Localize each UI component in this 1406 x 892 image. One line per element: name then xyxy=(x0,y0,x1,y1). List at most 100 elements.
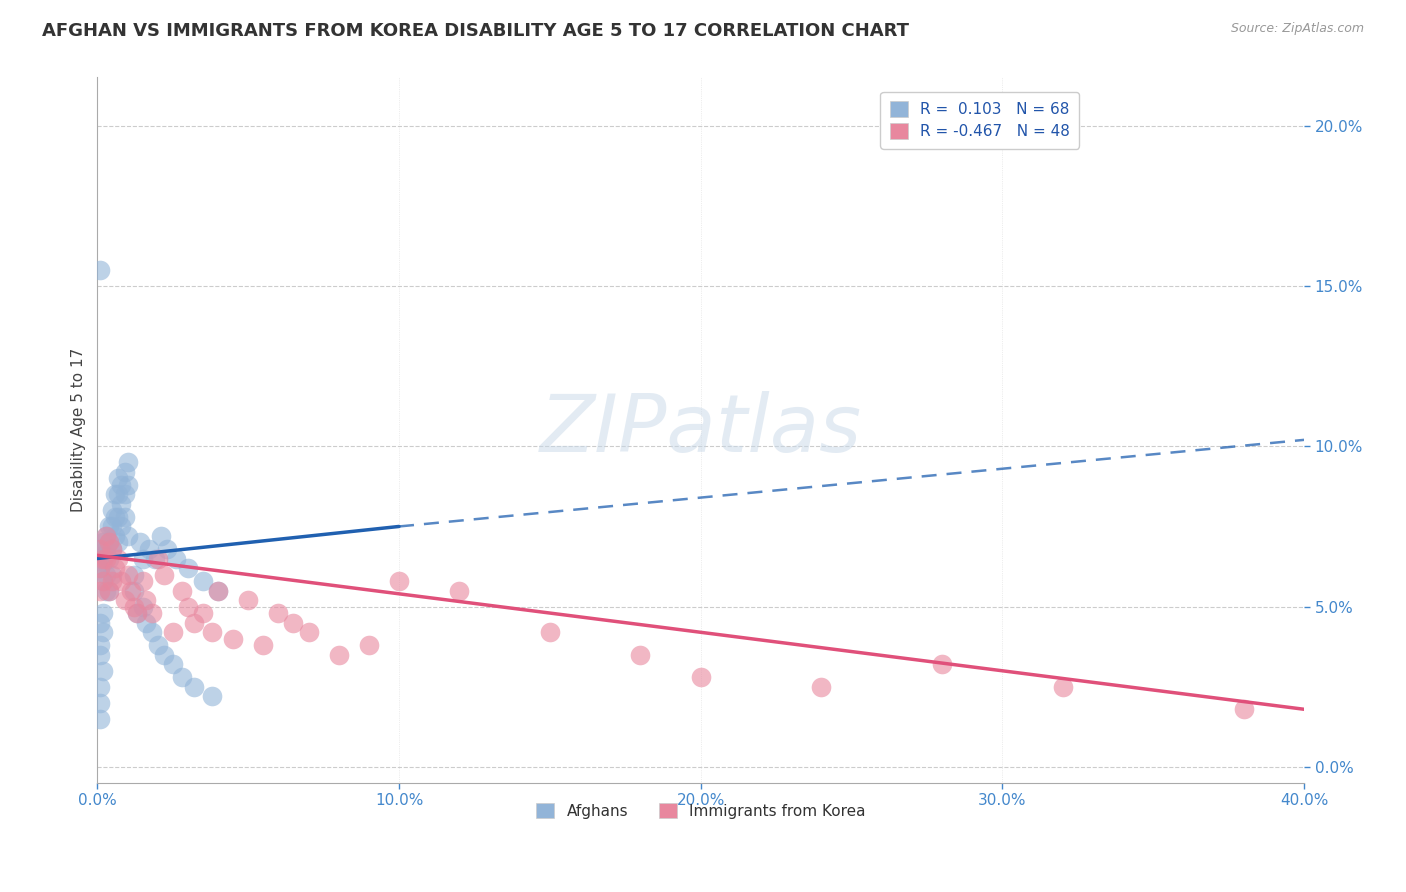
Point xyxy=(131,574,153,588)
Point xyxy=(122,567,145,582)
Point xyxy=(114,509,136,524)
Point xyxy=(149,529,172,543)
Point xyxy=(1233,702,1256,716)
Point xyxy=(107,471,129,485)
Point xyxy=(117,455,139,469)
Point xyxy=(120,583,142,598)
Point xyxy=(89,263,111,277)
Point xyxy=(89,583,111,598)
Text: AFGHAN VS IMMIGRANTS FROM KOREA DISABILITY AGE 5 TO 17 CORRELATION CHART: AFGHAN VS IMMIGRANTS FROM KOREA DISABILI… xyxy=(42,22,910,40)
Point xyxy=(89,696,111,710)
Point xyxy=(89,680,111,694)
Point xyxy=(98,551,121,566)
Point xyxy=(162,625,184,640)
Point xyxy=(156,541,179,556)
Point xyxy=(122,583,145,598)
Point xyxy=(357,638,380,652)
Point xyxy=(207,583,229,598)
Point xyxy=(1052,680,1074,694)
Point xyxy=(93,664,115,678)
Point xyxy=(128,535,150,549)
Point xyxy=(125,606,148,620)
Point xyxy=(238,593,260,607)
Point xyxy=(183,615,205,630)
Point xyxy=(191,606,214,620)
Point xyxy=(267,606,290,620)
Point xyxy=(122,599,145,614)
Point xyxy=(538,625,561,640)
Point xyxy=(146,551,169,566)
Point xyxy=(283,615,305,630)
Point xyxy=(107,551,129,566)
Point xyxy=(117,529,139,543)
Point xyxy=(96,583,118,598)
Point xyxy=(191,574,214,588)
Point xyxy=(297,625,319,640)
Point xyxy=(131,551,153,566)
Point xyxy=(143,551,166,566)
Point xyxy=(141,606,163,620)
Point xyxy=(201,625,224,640)
Point xyxy=(138,541,160,556)
Point xyxy=(101,541,124,556)
Point xyxy=(252,638,274,652)
Point xyxy=(114,593,136,607)
Point xyxy=(107,487,129,501)
Point xyxy=(96,541,118,556)
Point xyxy=(810,680,832,694)
Point xyxy=(93,574,115,588)
Point xyxy=(89,615,111,630)
Point xyxy=(152,648,174,662)
Point xyxy=(135,615,157,630)
Point xyxy=(628,648,651,662)
Point xyxy=(93,606,115,620)
Y-axis label: Disability Age 5 to 17: Disability Age 5 to 17 xyxy=(72,348,86,512)
Point xyxy=(114,487,136,501)
Point xyxy=(114,465,136,479)
Point xyxy=(93,549,115,563)
Point xyxy=(183,680,205,694)
Point xyxy=(98,583,121,598)
Point xyxy=(135,593,157,607)
Point xyxy=(89,648,111,662)
Point xyxy=(89,541,111,556)
Point xyxy=(110,497,132,511)
Point xyxy=(96,529,118,543)
Point xyxy=(152,567,174,582)
Point xyxy=(110,574,132,588)
Legend: Afghans, Immigrants from Korea: Afghans, Immigrants from Korea xyxy=(530,797,872,825)
Point xyxy=(107,535,129,549)
Point xyxy=(117,477,139,491)
Point xyxy=(104,509,127,524)
Text: ZIPatlas: ZIPatlas xyxy=(540,392,862,469)
Point xyxy=(89,561,111,575)
Point xyxy=(96,567,118,582)
Point xyxy=(96,549,118,563)
Point xyxy=(93,535,115,549)
Point xyxy=(89,551,111,566)
Point xyxy=(101,574,124,588)
Point xyxy=(165,551,187,566)
Point xyxy=(96,529,118,543)
Point xyxy=(170,670,193,684)
Point xyxy=(101,519,124,533)
Point xyxy=(98,535,121,549)
Point xyxy=(177,561,200,575)
Point xyxy=(449,583,471,598)
Point xyxy=(110,477,132,491)
Point xyxy=(131,599,153,614)
Point xyxy=(101,541,124,556)
Point xyxy=(162,657,184,672)
Point xyxy=(101,503,124,517)
Point xyxy=(201,690,224,704)
Point xyxy=(104,487,127,501)
Point xyxy=(93,625,115,640)
Point xyxy=(93,574,115,588)
Point xyxy=(89,712,111,726)
Point xyxy=(89,638,111,652)
Point xyxy=(93,555,115,569)
Point xyxy=(141,625,163,640)
Point xyxy=(89,541,111,556)
Point xyxy=(117,567,139,582)
Point xyxy=(931,657,953,672)
